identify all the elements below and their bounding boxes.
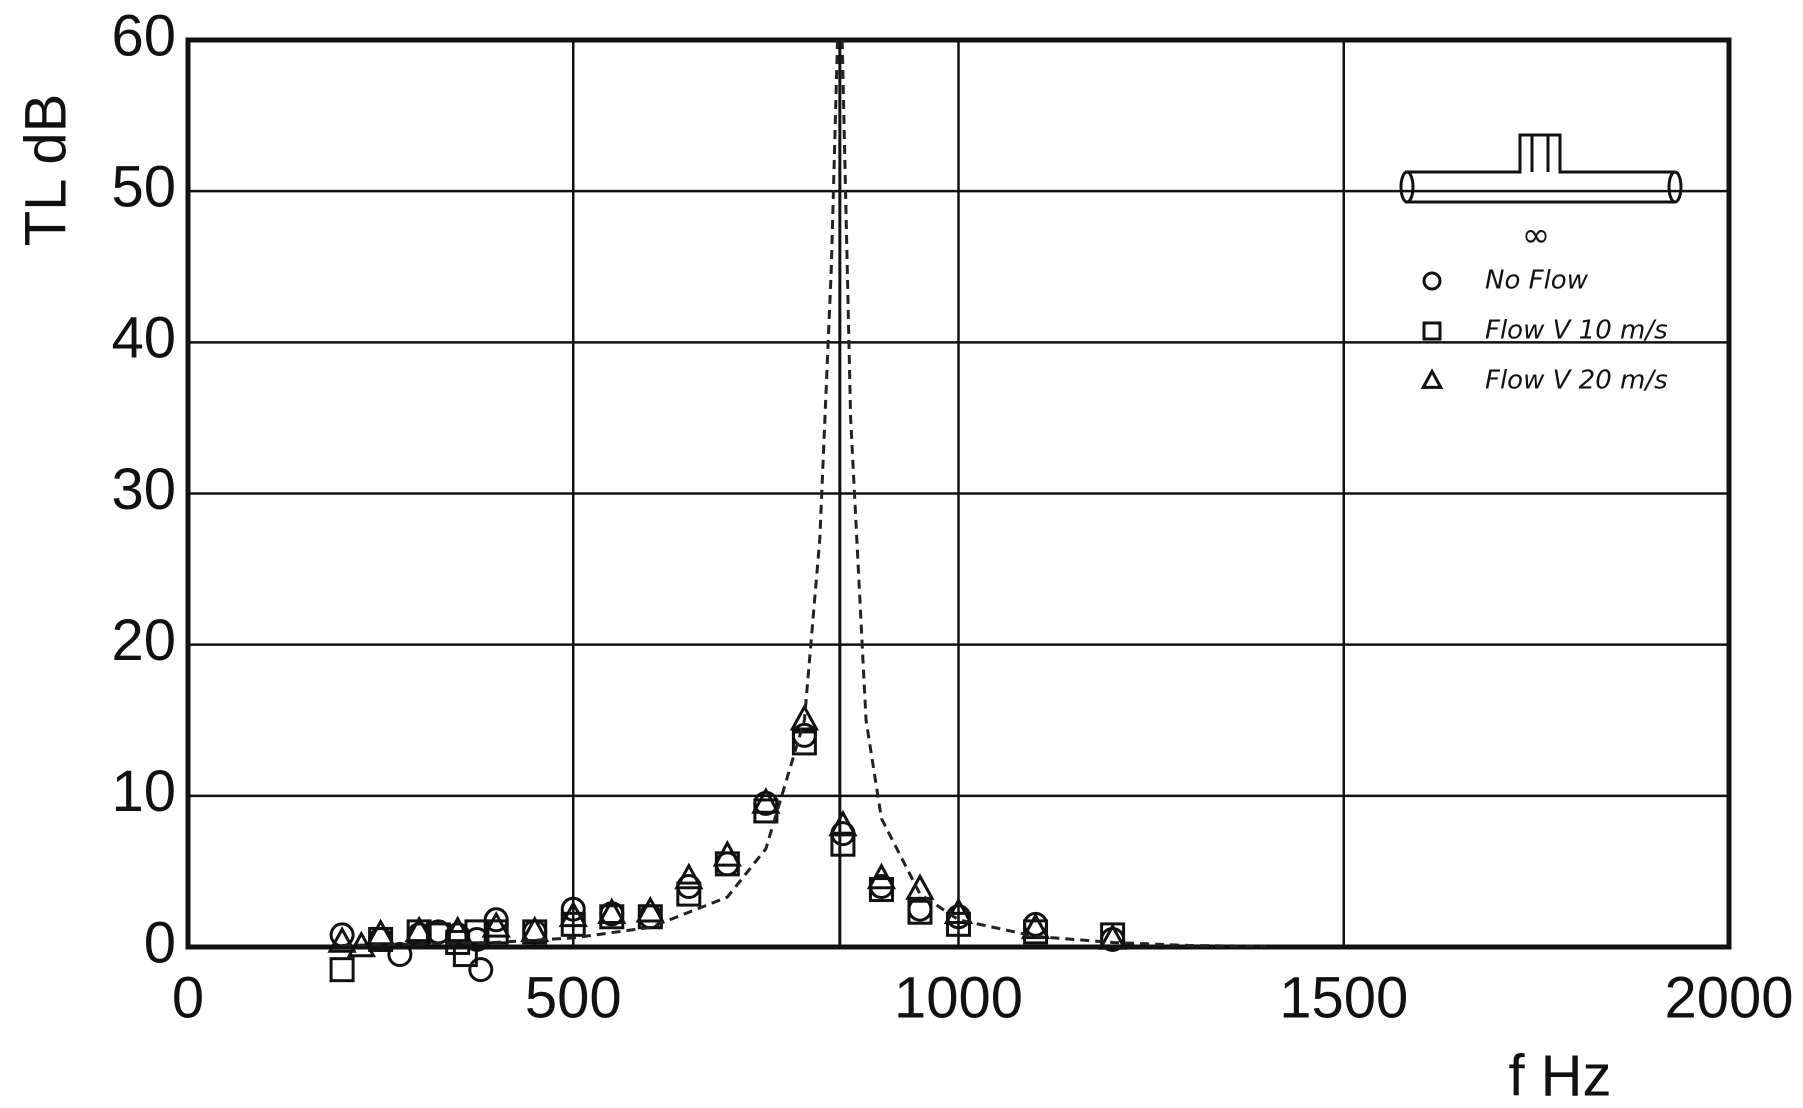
x-tick-label: 1500 xyxy=(1279,965,1408,1030)
legend-label: No Flow xyxy=(1485,266,1589,296)
legend-marker xyxy=(1423,371,1441,387)
x-tick-label: 500 xyxy=(525,965,622,1030)
x-tick-label: 0 xyxy=(172,965,204,1030)
y-tick-label: 40 xyxy=(111,306,176,371)
y-tick-label: 10 xyxy=(111,759,176,824)
y-tick-label: 30 xyxy=(111,457,176,522)
y-tick-label: 60 xyxy=(111,3,176,68)
legend-marker xyxy=(1424,273,1440,289)
marker xyxy=(470,959,492,981)
x-tick-label: 2000 xyxy=(1664,965,1793,1030)
legend-label: Flow V 10 m/s xyxy=(1485,316,1668,346)
x-tick-label: 1000 xyxy=(894,965,1023,1030)
legend-marker xyxy=(1424,323,1440,339)
y-tick-label: 50 xyxy=(111,154,176,219)
legend-annotation: ∞ xyxy=(1522,216,1550,256)
y-axis-label: TL dB xyxy=(13,94,78,247)
marker xyxy=(331,959,353,981)
x-axis-label: f Hz xyxy=(1508,1043,1611,1108)
chart: TL dB f Hz ∞ 010203040506005001000150020… xyxy=(0,0,1803,1108)
legend-label: Flow V 20 m/s xyxy=(1485,366,1668,396)
y-tick-label: 20 xyxy=(111,608,176,673)
